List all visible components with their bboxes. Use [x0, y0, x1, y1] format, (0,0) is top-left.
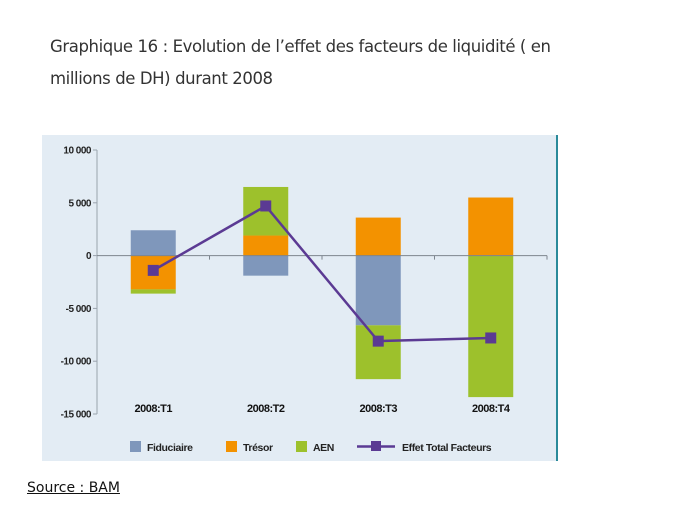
legend: Fiduciaire Trésor AEN Effet Total Facteurs	[130, 441, 492, 454]
bar-aen-4	[468, 255, 514, 398]
legend-label-effet-total-facteurs: Effet Total Facteurs	[402, 442, 492, 454]
bar-aen-3	[355, 325, 401, 380]
x-tick-label: 2008:T1	[135, 403, 173, 415]
bar-fiduciaire-1	[130, 230, 176, 256]
x-axis	[97, 255, 548, 260]
bar-trsor-3	[355, 217, 401, 256]
total-marker-1	[147, 264, 159, 276]
bar-fiduciaire-2	[243, 255, 289, 276]
legend-label-tr-sor: Trésor	[243, 442, 273, 454]
y-tick-label: 10 000	[63, 146, 92, 157]
bar-aen-1	[130, 289, 176, 294]
bar-trsor-4	[468, 197, 514, 256]
x-tick-label: 2008:T2	[247, 403, 285, 415]
legend-swatch-aen	[296, 441, 307, 452]
total-marker-3	[372, 335, 384, 347]
legend-swatch-fiduciaire	[130, 441, 141, 452]
legend-label-aen: AEN	[313, 442, 334, 454]
source-note: Source : BAM	[27, 480, 120, 496]
bar-fiduciaire-3	[355, 255, 401, 326]
x-tick-labels: 2008:T1 2008:T2 2008:T3 2008:T4	[135, 403, 512, 415]
bar-trsor-2	[243, 235, 289, 256]
legend-marker-effet-total-facteurs	[371, 441, 381, 451]
y-tick-label: -15 000	[61, 410, 92, 421]
legend-swatch-tr-sor	[226, 441, 237, 452]
y-tick-label: -5 000	[66, 304, 92, 315]
y-axis: 10 000 5 000 0 -5 000 -10 000 -15 000	[61, 146, 98, 421]
x-tick-label: 2008:T3	[360, 403, 398, 415]
legend-label-fiduciaire: Fiduciaire	[147, 442, 193, 454]
bars	[130, 186, 514, 398]
x-tick-label: 2008:T4	[472, 403, 511, 415]
total-marker-4	[485, 332, 497, 344]
y-tick-label: 5 000	[68, 198, 91, 209]
total-line-path	[152, 204, 491, 343]
chart-title: Graphique 16 : Evolution de l’effet des …	[50, 37, 551, 88]
y-tick-label: -10 000	[61, 357, 92, 368]
total-line	[147, 200, 497, 347]
total-marker-2	[260, 200, 272, 212]
y-tick-label: 0	[86, 251, 92, 262]
